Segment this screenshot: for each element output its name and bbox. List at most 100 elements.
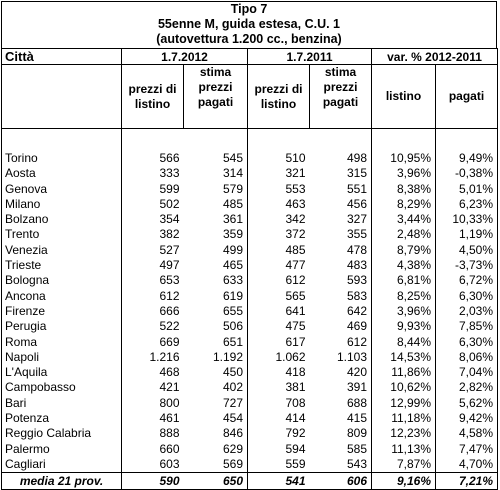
column-group-2012: 1.7.2012 — [121, 48, 248, 65]
cell-pagati-2012: 579 — [222, 181, 243, 196]
cell-pagati-2011: 593 — [346, 273, 367, 288]
cell-var-pagati: 1,19% — [434, 227, 499, 243]
cell-listino-2012: 421 — [121, 380, 184, 396]
cell-pagati-2011: 478 — [346, 242, 367, 257]
cell-var-pagati: 4,50% — [434, 242, 499, 259]
cell-listino-2011: 414 — [247, 411, 310, 427]
cell-listino-2011: 559 — [247, 456, 310, 473]
cell-pagati-2012: 450 — [222, 365, 243, 380]
cell-var-listino: 8,79% — [371, 242, 436, 259]
table-subtitle: 55enne M, guida estesa, C.U. 1 — [157, 17, 340, 31]
table-row: Torino 566 545 510 498 10,95% 9,49% — [1, 151, 499, 167]
cell-pagati-2012: 633 — [222, 273, 243, 288]
table-row: Reggio Calabria 888 846 792 809 12,23% 4,58% — [1, 426, 499, 442]
cell-listino-2012: 566 — [121, 151, 184, 167]
cell-listino-2011: 617 — [247, 334, 310, 350]
cell-listino-2011: 1.062 — [247, 349, 310, 366]
column-header-listino-2011: prezzi di listino — [247, 64, 310, 129]
cell-var-pagati: 5,01% — [434, 181, 499, 197]
cell-pagati-2011: 642 — [346, 303, 367, 318]
cell-pagati-2011: 415 — [346, 411, 367, 426]
cell-var-listino: 12,99% — [371, 395, 436, 412]
cell-var-listino: 4,38% — [371, 258, 436, 274]
cell-var-listino: 11,86% — [371, 365, 436, 381]
cell-city: Perugia — [1, 319, 122, 335]
cell-var-listino: 10,95% — [371, 151, 436, 167]
cell-pagati-2012: 545 — [222, 151, 243, 165]
cell-var-pagati: 2,82% — [434, 380, 499, 396]
cell-listino-2011: 418 — [247, 365, 310, 381]
total-var-pagati: 7,21% — [434, 472, 499, 490]
cell-listino-2012: 468 — [121, 365, 184, 381]
table-row: Genova 599 579 553 551 8,38% 5,01% — [1, 181, 499, 197]
table-body: Torino 566 545 510 498 10,95% 9,49% Aosta 333 314… — [1, 128, 499, 473]
cell-listino-2012: 1.216 — [121, 349, 184, 366]
cell-city: Ancona — [1, 288, 122, 304]
cell-var-pagati: 6,72% — [434, 273, 499, 289]
cell-listino-2012: 354 — [121, 212, 184, 228]
column-header-var-pagati: pagati — [434, 64, 499, 129]
table-row: Napoli 1.216 1.192 1.062 1.103 14,53% 8,06% — [1, 349, 499, 366]
cell-listino-2011: 510 — [247, 151, 310, 167]
cell-city: Bologna — [1, 273, 122, 289]
cell-listino-2012: 461 — [121, 411, 184, 427]
cell-pagati-2012: 361 — [222, 212, 243, 227]
cell-pagati-2012: 569 — [222, 456, 243, 471]
table-row: Perugia 522 506 475 469 9,93% 7,85% — [1, 319, 499, 335]
cell-listino-2012: 653 — [121, 273, 184, 289]
cell-city: Torino — [1, 151, 122, 167]
cell-pagati-2011: 420 — [346, 365, 367, 380]
table-row: Roma 669 651 617 612 8,44% 6,30% — [1, 334, 499, 350]
cell-listino-2011: 565 — [247, 288, 310, 304]
cell-listino-2011: 612 — [247, 273, 310, 289]
table-row: Palermo 660 629 594 585 11,13% 7,47% — [1, 441, 499, 457]
cell-pagati-2011: 327 — [346, 212, 367, 227]
group-header-row: Città 1.7.2012 1.7.2011 var. % 2012-2011 — [1, 48, 499, 65]
cell-pagati-2012: 651 — [222, 334, 243, 349]
cell-listino-2012: 497 — [121, 258, 184, 274]
cell-var-listino: 3,96% — [371, 303, 436, 320]
cell-var-pagati: -3,73% — [434, 258, 499, 274]
cell-var-listino: 9,93% — [371, 319, 436, 335]
column-header-pagati-2011: stima prezzi pagati — [309, 64, 372, 129]
column-header-var-listino: listino — [371, 64, 436, 129]
table-title-box: Tipo 7 55enne M, guida estesa, C.U. 1 (a… — [1, 1, 497, 49]
cell-city: Bolzano — [1, 212, 122, 228]
table-row: Ancona 612 619 565 583 8,25% 6,30% — [1, 288, 499, 304]
cell-var-pagati: -0,38% — [434, 166, 499, 182]
cell-city: L'Aquila — [1, 365, 122, 381]
cell-listino-2011: 792 — [247, 426, 310, 442]
column-group-2011: 1.7.2011 — [247, 48, 372, 65]
cell-city: Bari — [1, 395, 122, 412]
cell-var-listino: 11,18% — [371, 411, 436, 427]
cell-listino-2011: 463 — [247, 196, 310, 213]
cell-pagati-2011: 809 — [346, 426, 367, 441]
cell-var-pagati: 7,04% — [434, 365, 499, 381]
sub-header-row: prezzi di listino stima prezzi pagati pr… — [1, 64, 499, 129]
cell-listino-2012: 669 — [121, 334, 184, 350]
table-row: L'Aquila 468 450 418 420 11,86% 7,04% — [1, 365, 499, 381]
cell-pagati-2012: 727 — [222, 395, 243, 410]
cell-listino-2012: 527 — [121, 242, 184, 259]
cell-listino-2011: 708 — [247, 395, 310, 412]
cell-pagati-2011: 551 — [346, 181, 367, 196]
cell-listino-2012: 612 — [121, 288, 184, 304]
cell-pagati-2012: 655 — [222, 303, 243, 318]
table-row: Bari 800 727 708 688 12,99% 5,62% — [1, 395, 499, 412]
cell-listino-2012: 888 — [121, 426, 184, 442]
cell-city: Palermo — [1, 441, 122, 457]
cell-listino-2011: 321 — [247, 166, 310, 182]
cell-var-listino: 2,48% — [371, 227, 436, 243]
total-listino-2012: 590 — [121, 472, 184, 490]
cell-var-listino: 7,87% — [371, 456, 436, 473]
cell-pagati-2012: 499 — [222, 242, 243, 257]
cell-var-listino: 8,29% — [371, 196, 436, 213]
cell-var-listino: 3,44% — [371, 212, 436, 228]
cell-listino-2011: 381 — [247, 380, 310, 396]
cell-listino-2011: 477 — [247, 258, 310, 274]
table-title: Tipo 7 — [230, 2, 268, 16]
price-table: Città 1.7.2012 1.7.2011 var. % 2012-2011… — [1, 48, 499, 490]
table-row: Aosta 333 314 321 315 3,96% -0,38% — [1, 166, 499, 182]
cell-city: Trento — [1, 227, 122, 243]
column-header-empty — [1, 64, 122, 129]
